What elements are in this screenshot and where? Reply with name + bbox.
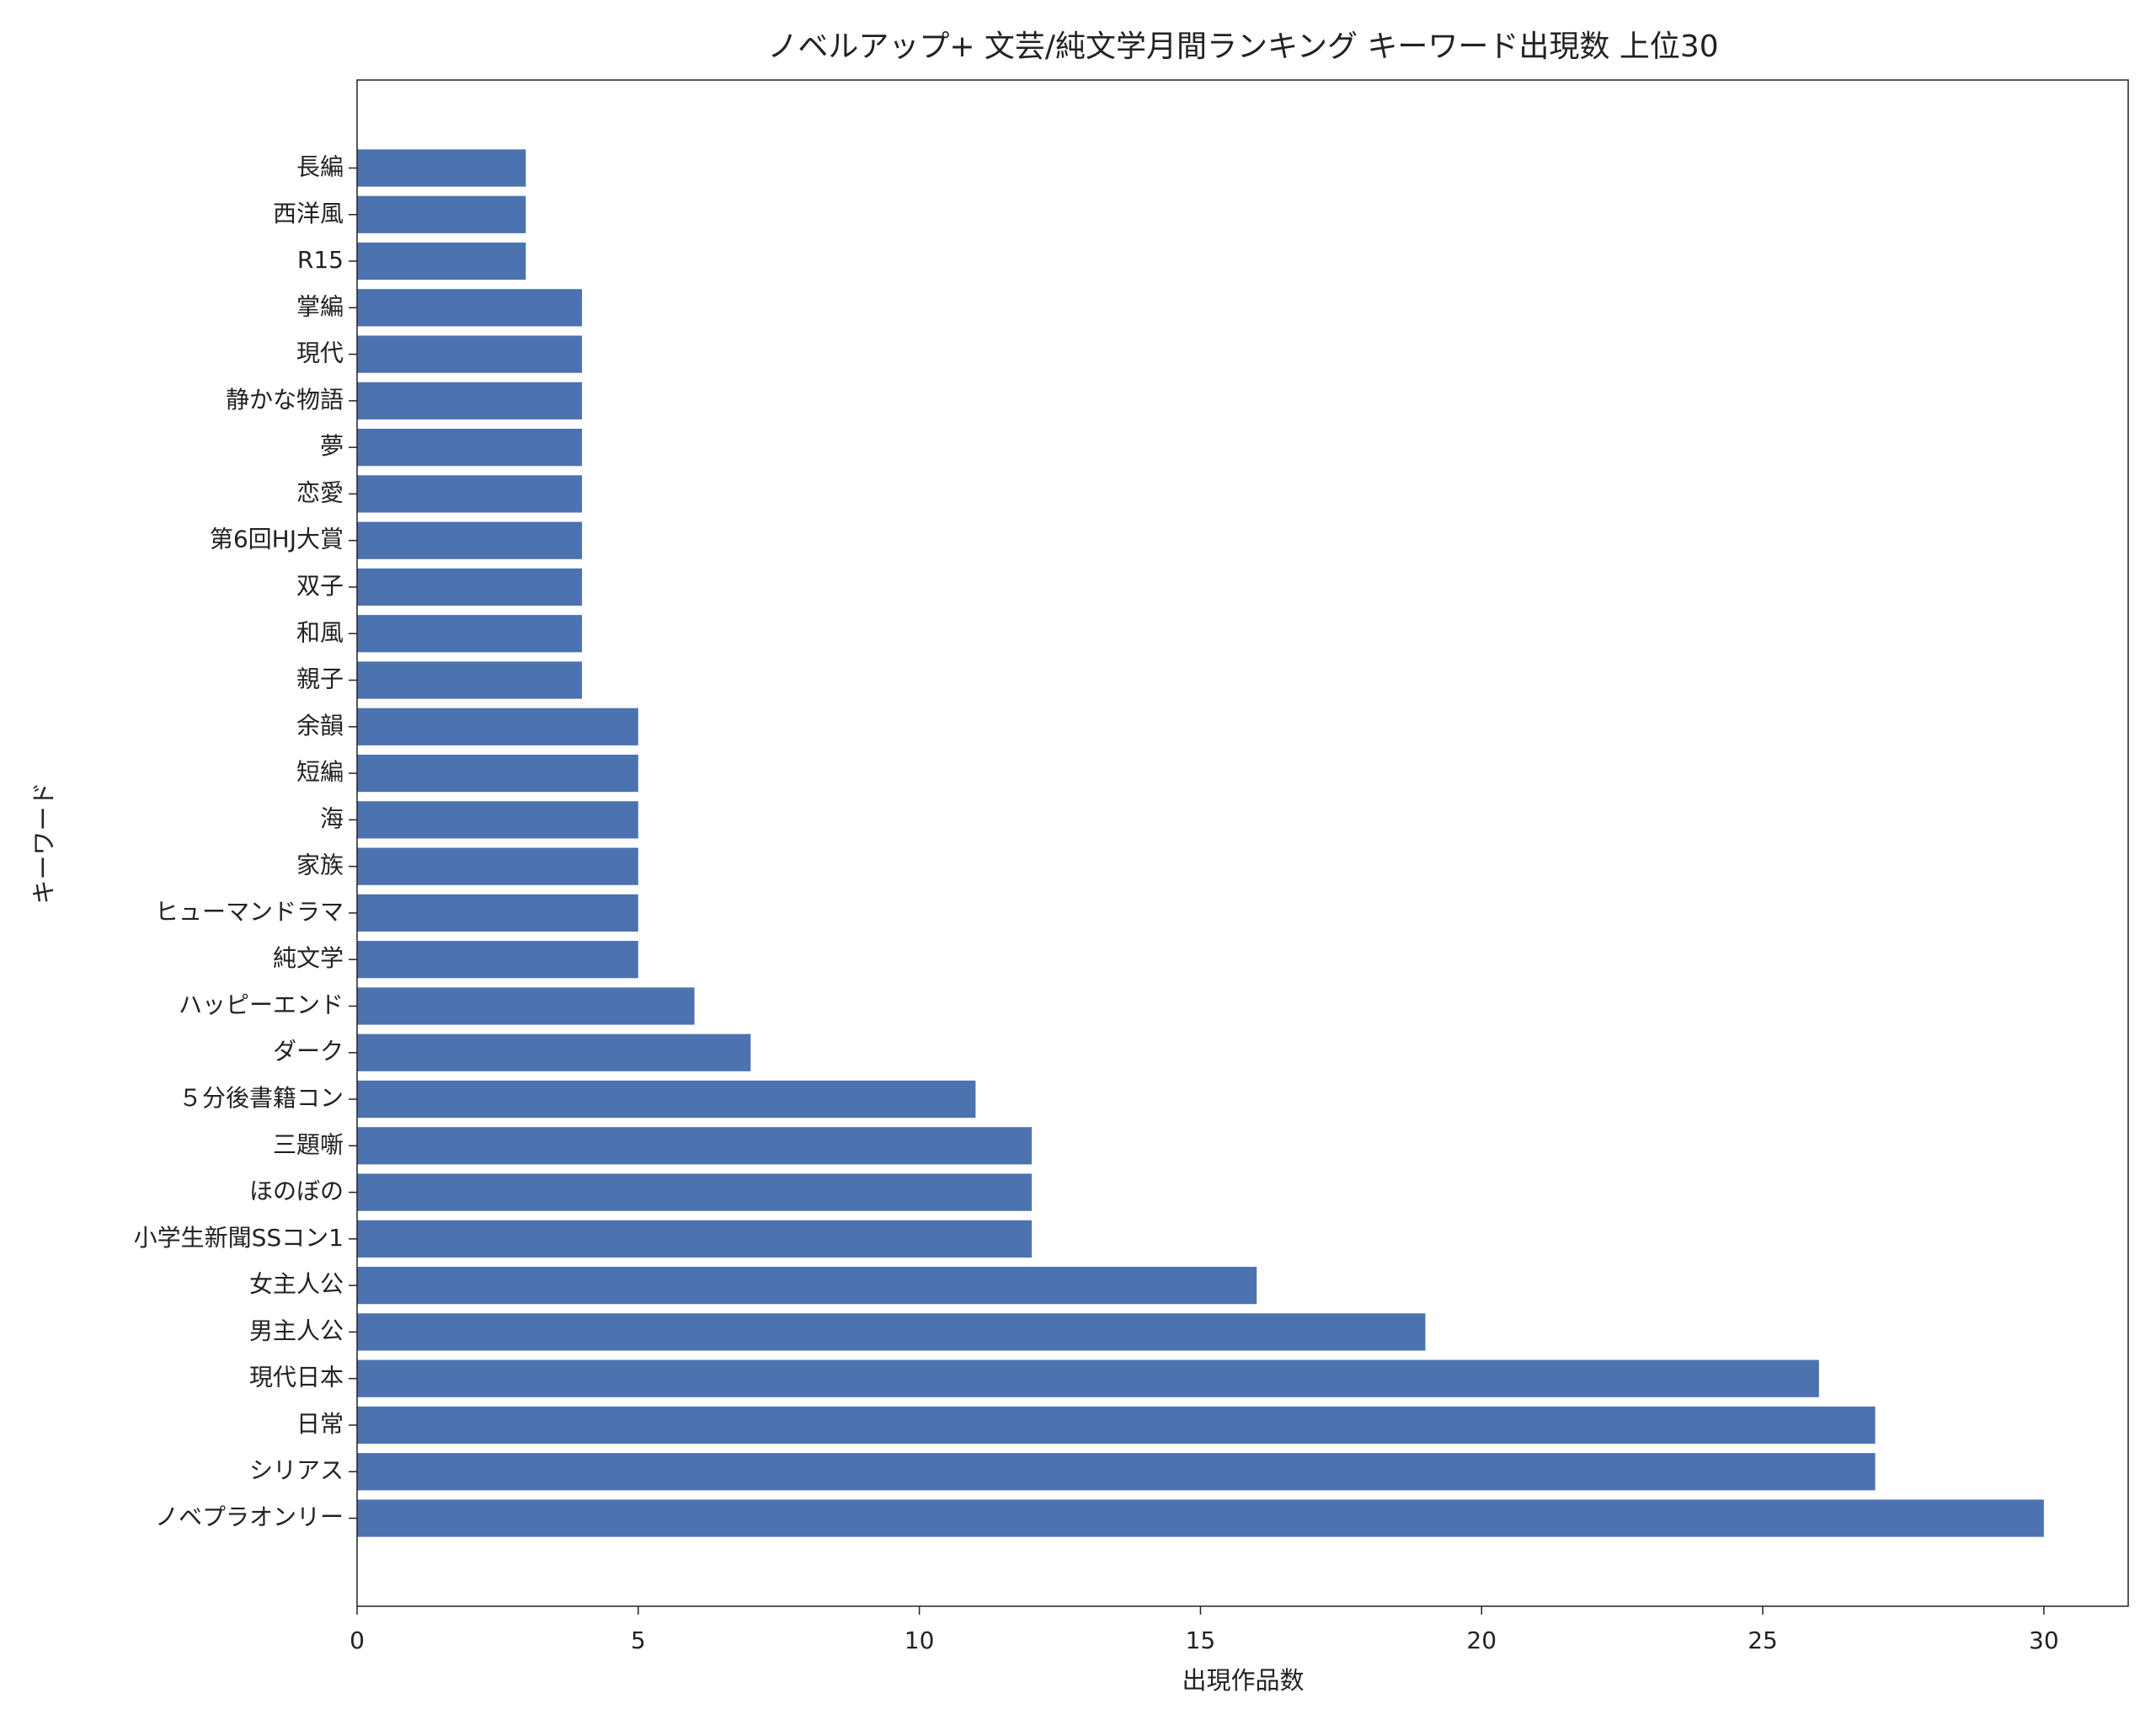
x-tick-label: 5	[631, 1626, 646, 1654]
y-tick-label: ダーク	[273, 1038, 344, 1065]
x-tick-label: 30	[2029, 1626, 2059, 1654]
y-tick-label: 親子	[296, 665, 344, 693]
y-tick-label: R15	[297, 246, 344, 274]
y-tick-label: 和風	[296, 618, 344, 646]
y-tick-label: 双子	[296, 572, 344, 600]
bar	[357, 289, 583, 327]
x-tick-label: 15	[1186, 1626, 1216, 1654]
bar	[357, 1406, 1876, 1445]
y-tick-label: 小学生新聞SSコン1	[134, 1224, 344, 1252]
y-tick-label: 女主人公	[249, 1270, 344, 1298]
bar	[357, 1220, 1033, 1258]
bar	[357, 987, 695, 1025]
y-tick-label: ハッピーエンド	[179, 991, 344, 1018]
y-tick-label: 西洋風	[273, 200, 344, 227]
bar	[357, 382, 583, 419]
bar	[357, 615, 583, 653]
bar	[357, 708, 638, 745]
bar	[357, 1453, 1876, 1491]
x-tick-label: 0	[350, 1626, 365, 1654]
y-tick-label: ５分後書籍コン	[179, 1084, 344, 1112]
bar	[357, 661, 583, 699]
bar	[357, 568, 583, 606]
y-tick-label: 掌編	[296, 292, 344, 320]
y-tick-label: 海	[320, 804, 344, 832]
y-tick-label: ヒューマンドラマ	[155, 898, 344, 926]
x-tick-label: 10	[905, 1626, 935, 1654]
bar	[357, 335, 583, 373]
y-tick-label: 現代	[296, 339, 344, 367]
bar	[357, 1173, 1033, 1211]
bar	[357, 195, 526, 233]
bar	[357, 1267, 1257, 1305]
y-tick-label: 第6回HJ大賞	[210, 526, 344, 553]
y-tick-label: 夢	[320, 432, 344, 460]
bar	[357, 1033, 751, 1071]
y-tick-label: 静かな物語	[226, 386, 344, 414]
y-tick-label: 恋愛	[296, 478, 344, 506]
y-tick-label: 三題噺	[273, 1130, 344, 1158]
plot-frame	[356, 79, 2129, 1607]
y-tick-label: 家族	[296, 852, 344, 879]
bar	[357, 801, 638, 839]
bar	[357, 1359, 1819, 1397]
y-axis-label: キーワード	[29, 782, 58, 904]
y-tick-label: 純文学	[273, 944, 344, 972]
x-axis-label: 出現作品数	[1182, 1666, 1304, 1695]
bar	[357, 149, 526, 187]
bar	[357, 429, 583, 467]
y-tick-label: 余韻	[296, 712, 344, 740]
y-tick-label: シリアス	[249, 1456, 344, 1484]
bar	[357, 521, 583, 559]
bar	[357, 1499, 2044, 1537]
bar	[357, 1080, 976, 1119]
bar	[357, 242, 526, 280]
y-tick-label: 短編	[296, 758, 344, 786]
bar	[357, 1127, 1033, 1165]
bar	[357, 754, 638, 793]
y-tick-label: 現代日本	[249, 1364, 344, 1391]
x-tick-label: 25	[1748, 1626, 1778, 1654]
y-tick-label: 男主人公	[249, 1316, 344, 1344]
bar	[357, 475, 583, 513]
y-tick-label: 日常	[296, 1410, 344, 1438]
bar	[357, 894, 638, 932]
bar	[357, 847, 638, 885]
y-tick-label: ノベプラオンリー	[155, 1503, 344, 1531]
y-tick-label: ほのぼの	[249, 1178, 344, 1205]
chart-title: ノベルアップ+ 文芸/純文学月間ランキング キーワード出現数 上位30	[767, 29, 1718, 64]
y-tick-label: 長編	[296, 152, 344, 180]
bar	[357, 941, 638, 979]
x-tick-label: 20	[1466, 1626, 1497, 1654]
bar	[357, 1313, 1426, 1351]
